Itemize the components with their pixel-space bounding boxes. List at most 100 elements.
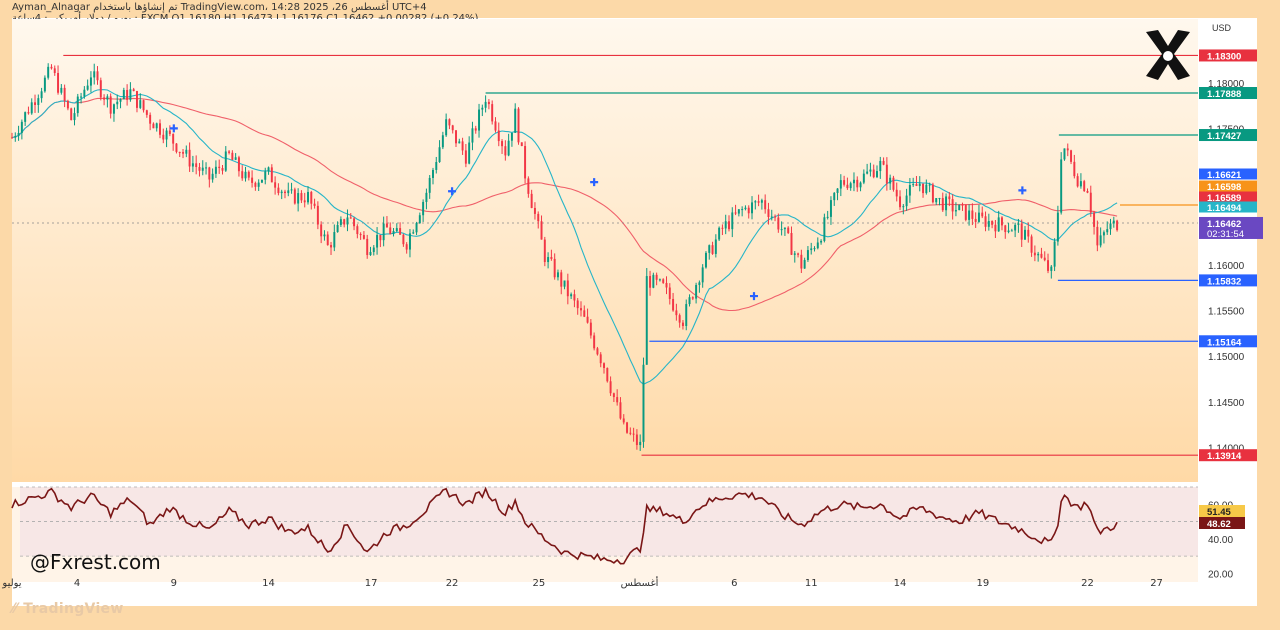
candle-body <box>293 189 296 204</box>
candle-body <box>481 107 484 110</box>
currency-label: USD <box>1212 23 1232 33</box>
y-tick-label: 1.18000 <box>1208 79 1245 90</box>
candle-body <box>464 150 467 164</box>
candle-body <box>369 251 372 256</box>
candle-body <box>843 180 846 185</box>
candle-body <box>757 201 760 203</box>
candle-body <box>665 282 668 288</box>
candle-body <box>30 102 33 114</box>
candle-body <box>566 280 569 297</box>
x-tick-label: 22 <box>1081 578 1094 589</box>
candle-body <box>928 184 931 186</box>
y-tick-label: 1.14500 <box>1208 398 1245 409</box>
candle-body <box>241 171 244 179</box>
candle-body <box>533 207 536 214</box>
candle-body <box>336 224 339 233</box>
candle-body <box>820 240 823 243</box>
candle-body <box>300 193 303 201</box>
candle-body <box>876 171 878 178</box>
candle-body <box>872 169 875 178</box>
candle-body <box>1024 229 1026 240</box>
symbol-legend[interactable]: يورو / دولار أمريكي · 4ساعة · FXCM <box>12 13 169 24</box>
candle-body <box>655 274 658 280</box>
candle-body <box>468 142 471 164</box>
candle-body <box>774 216 777 218</box>
candle-body <box>461 141 464 151</box>
level-tag-label: 1.15164 <box>1207 337 1242 348</box>
tradingview-icon: ⁄⁄ <box>12 601 18 617</box>
author: Ayman_Alnagar <box>12 2 90 13</box>
x-tick-label: 17 <box>365 578 378 589</box>
price-tag-label: 1.16589 <box>1207 193 1241 204</box>
candle-body <box>882 160 885 165</box>
price-tag <box>1199 180 1257 192</box>
candle-body <box>846 184 849 189</box>
candle-body <box>497 130 500 142</box>
candle-body <box>899 196 902 208</box>
candle-body <box>954 210 957 212</box>
candle-body <box>1102 232 1105 236</box>
candle-body <box>356 226 359 235</box>
candle-body <box>70 108 73 121</box>
candle-body <box>96 71 99 81</box>
candle-body <box>570 294 573 297</box>
candle-body <box>540 221 543 240</box>
candle-body <box>178 151 181 153</box>
candle-body <box>474 128 477 131</box>
candle-body <box>770 216 773 218</box>
candle-body <box>639 441 642 446</box>
candle-body <box>991 220 994 225</box>
candle-body <box>60 87 63 93</box>
candle-body <box>155 123 158 129</box>
candle-body <box>793 253 796 255</box>
candle-body <box>224 151 227 171</box>
candle-body <box>287 190 290 194</box>
level-tag <box>1199 87 1257 100</box>
candle-body <box>428 177 431 193</box>
candle-body <box>214 166 217 174</box>
candle-body <box>833 192 836 201</box>
candle-body <box>856 179 859 188</box>
candle-body <box>343 219 346 225</box>
candle-body <box>938 198 941 200</box>
cross-marker-icon <box>590 178 599 187</box>
candle-body <box>688 297 691 305</box>
candle-body <box>728 221 730 230</box>
candle-body <box>198 167 201 171</box>
candle-body <box>159 123 161 135</box>
candle-body <box>1112 220 1115 224</box>
candle-body <box>981 212 984 217</box>
candle-body <box>573 294 576 301</box>
candle-body <box>385 223 388 228</box>
rsi-tick-label: 20.00 <box>1208 569 1233 580</box>
x-tick-label: 22 <box>446 578 459 589</box>
level-tag <box>1199 129 1257 142</box>
candle-body <box>803 259 806 269</box>
candle-body <box>86 85 89 90</box>
candle-body <box>958 204 961 211</box>
candle-body <box>359 234 362 236</box>
candle-body <box>964 204 967 220</box>
candle-body <box>1053 241 1056 267</box>
candle-body <box>73 113 76 121</box>
candle-body <box>616 397 619 403</box>
candle-body <box>912 184 915 186</box>
candle-body <box>478 109 481 131</box>
y-tick-label: 1.16000 <box>1208 261 1245 272</box>
candle-body <box>550 257 553 259</box>
candle-body <box>162 134 165 140</box>
candle-body <box>17 133 20 136</box>
candle-body <box>448 119 451 126</box>
candle-body <box>109 96 112 114</box>
candle-body <box>823 217 826 241</box>
candle-body <box>247 171 250 178</box>
candle-body <box>968 210 971 220</box>
candle-body <box>412 232 415 234</box>
candle-body <box>389 227 392 235</box>
candle-body <box>892 177 895 190</box>
candle-body <box>576 300 579 309</box>
candle-body <box>1020 223 1023 240</box>
candle-body <box>547 257 550 263</box>
candle-body <box>652 274 655 288</box>
